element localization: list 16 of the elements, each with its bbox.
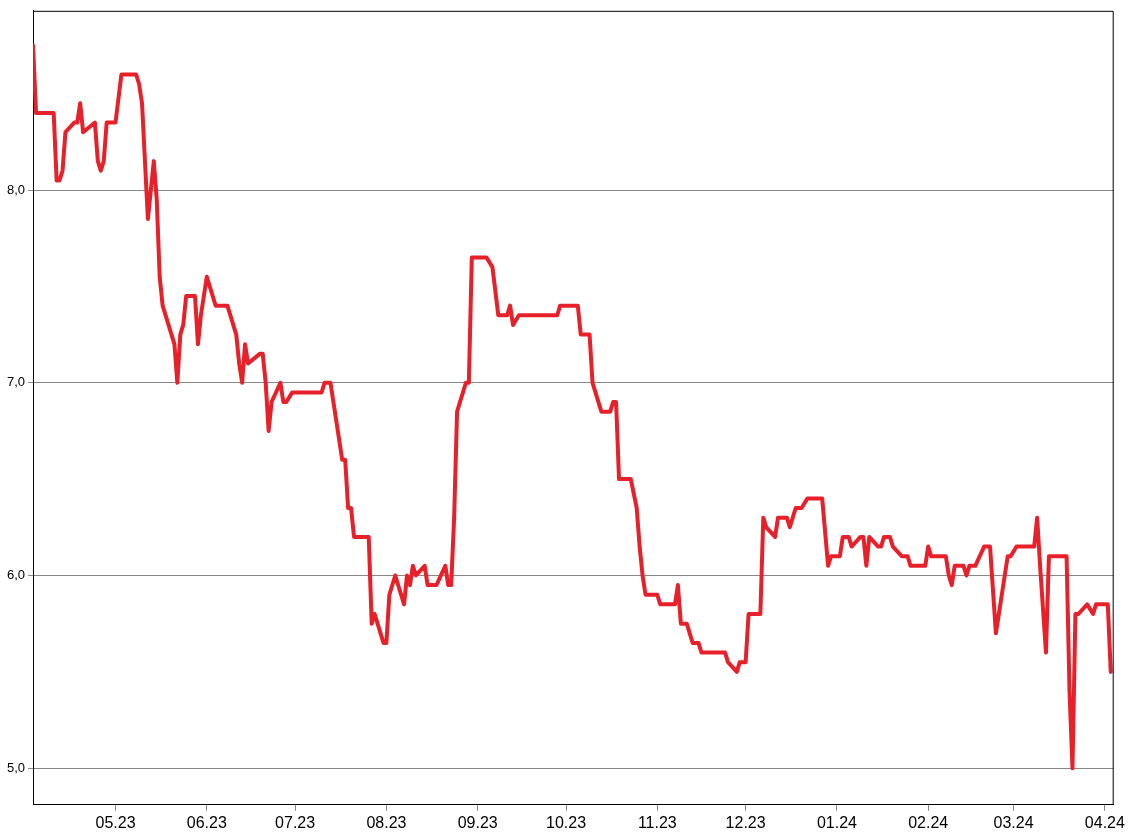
- y-tick-label: 5,0: [6, 759, 26, 775]
- x-tick-label: 06.23: [186, 813, 227, 831]
- x-tick-label: 02.24: [908, 813, 949, 831]
- y-tick-label: 6,0: [6, 567, 26, 583]
- x-tick-label: 05.23: [95, 813, 136, 831]
- x-tick-label: 08.23: [366, 813, 407, 831]
- x-tick-label: 07.23: [275, 813, 316, 831]
- x-tick-label: 01.24: [816, 813, 858, 831]
- y-tick-label: 8,0: [6, 181, 26, 197]
- x-tick-label: 12.23: [725, 813, 766, 831]
- x-tick-label: 11.23: [637, 813, 677, 831]
- x-tick-label: 09.23: [457, 813, 498, 831]
- x-tick-label: 10.23: [546, 813, 587, 831]
- y-tick-label: 7,0: [6, 374, 26, 390]
- x-tick-label: 04.24: [1084, 813, 1125, 831]
- x-tick-label: 03.24: [993, 813, 1034, 831]
